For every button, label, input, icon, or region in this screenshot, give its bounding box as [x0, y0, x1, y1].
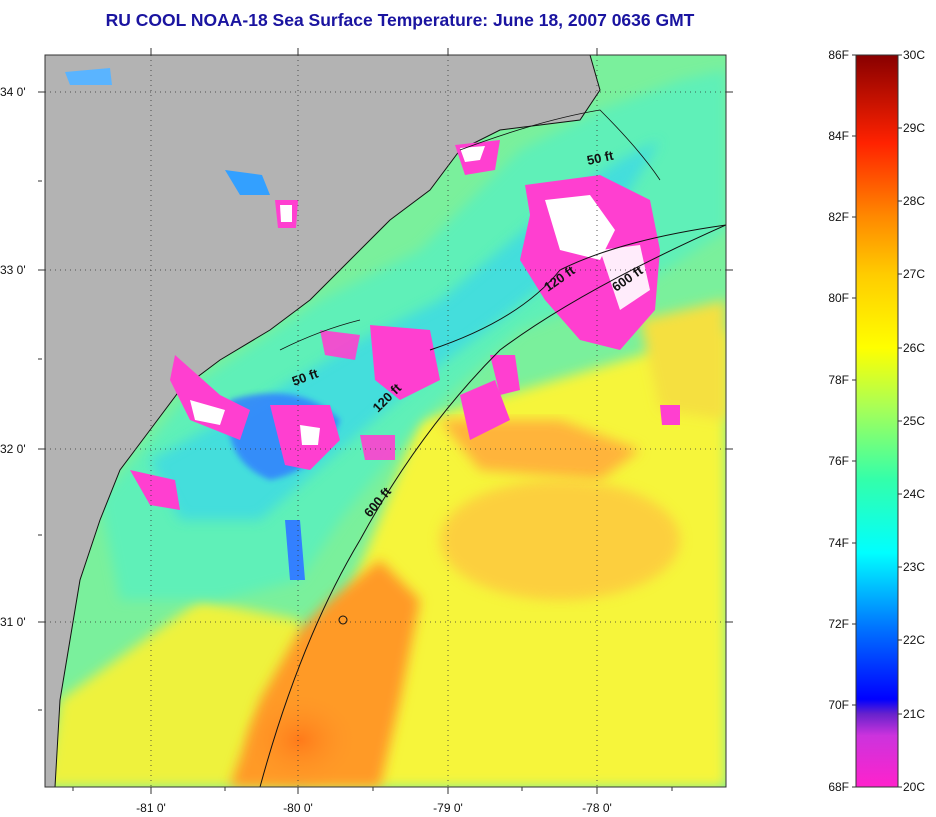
lat-label-31: 31 0' — [0, 615, 26, 629]
c-label-29: 29C — [903, 121, 925, 135]
fahrenheit-labels: 86F 84F 82F 80F 78F 76F 74F 72F 70F 68F — [828, 48, 849, 794]
cloud-cover — [65, 68, 680, 580]
c-label-30: 30C — [903, 48, 925, 62]
lon-label-81: -81 0' — [136, 801, 166, 815]
f-label-84: 84F — [828, 129, 849, 143]
lat-label-32: 32 0' — [0, 442, 26, 456]
isobath-600ft-line — [259, 224, 726, 787]
graticule — [45, 55, 726, 787]
f-label-82: 82F — [828, 210, 849, 224]
coastline — [54, 55, 601, 787]
map-border — [44, 54, 727, 788]
land-mass — [45, 55, 600, 787]
celsius-labels: 30C 29C 28C 27C 26C 25C 24C 23C 22C 21C … — [903, 48, 925, 794]
c-label-20: 20C — [903, 780, 925, 794]
f-label-68: 68F — [828, 780, 849, 794]
f-label-80: 80F — [828, 291, 849, 305]
lat-label-33: 33 0' — [0, 263, 26, 277]
c-label-23: 23C — [903, 560, 925, 574]
lon-label-80: -80 0' — [283, 801, 313, 815]
lat-label-34: 34 0' — [0, 85, 26, 99]
c-label-28: 28C — [903, 194, 925, 208]
sst-field — [45, 55, 726, 787]
isobath-closed-contour — [338, 615, 348, 625]
warm-eddy — [440, 480, 680, 600]
c-label-21: 21C — [903, 707, 925, 721]
isobath-50ft-line-south — [279, 319, 361, 351]
lon-label-78: -78 0' — [582, 801, 612, 815]
c-label-27: 27C — [903, 267, 925, 281]
f-label-86: 86F — [828, 48, 849, 62]
color-bar-gradient — [855, 54, 899, 788]
warm-water-region-ne — [640, 300, 726, 420]
warm-filament — [440, 420, 640, 480]
lon-label-79: -79 0' — [433, 801, 463, 815]
isobath-label-50ft-north: 50 ft — [586, 148, 616, 168]
c-label-22: 22C — [903, 633, 925, 647]
f-label-70: 70F — [828, 698, 849, 712]
c-label-26: 26C — [903, 341, 925, 355]
f-label-74: 74F — [828, 536, 849, 550]
color-bar-ticks — [852, 54, 902, 788]
color-bar: 86F 84F 82F 80F 78F 76F 74F 72F 70F 68F … — [828, 48, 925, 794]
f-label-78: 78F — [828, 373, 849, 387]
f-label-72: 72F — [828, 617, 849, 631]
isobath-50ft-line — [459, 109, 661, 181]
hot-spot — [240, 690, 360, 787]
c-label-24: 24C — [903, 487, 925, 501]
c-label-25: 25C — [903, 414, 925, 428]
f-label-76: 76F — [828, 454, 849, 468]
tick-marks — [38, 48, 733, 794]
map-title: RU COOL NOAA-18 Sea Surface Temperature:… — [105, 10, 695, 30]
